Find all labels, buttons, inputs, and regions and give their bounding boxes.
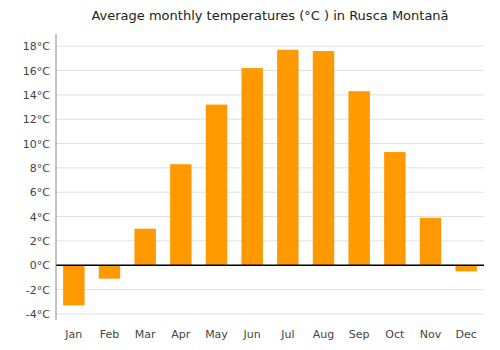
y-tick-label: -4°C — [26, 308, 50, 321]
bars — [63, 50, 477, 306]
bar — [420, 218, 441, 265]
chart-container: Average monthly temperatures (°C ) in Ru… — [0, 0, 500, 350]
x-tick-label: Sep — [349, 328, 370, 341]
y-tick-label: 6°C — [30, 186, 50, 199]
bar — [63, 265, 84, 305]
y-axis-ticks: -4°C -2°C 0°C 2°C 4°C 6°C 8°C 10°C 12°C 14°C 16°C 1… — [23, 40, 50, 321]
x-tick-label: Aug — [313, 328, 334, 341]
grid-line — [56, 119, 484, 120]
x-axis-labels: Jan Feb Mar Apr May Jun Jul Aug Sep Oct Nov Dec — [64, 328, 476, 341]
y-tick-label: 18°C — [23, 40, 50, 53]
grid-line — [56, 192, 484, 193]
bar — [206, 105, 227, 266]
grid-line — [56, 313, 484, 314]
grid-line — [56, 289, 484, 290]
y-tick-label: 0°C — [30, 259, 50, 272]
x-tick-label: Jul — [280, 328, 294, 341]
bar — [134, 229, 155, 266]
y-tick-label: 12°C — [23, 113, 50, 126]
grid-line — [56, 143, 484, 144]
grid — [56, 46, 484, 314]
y-tick-label: 10°C — [23, 138, 50, 151]
x-tick-label: Oct — [385, 328, 405, 341]
grid-line — [56, 265, 484, 266]
x-tick-label: May — [205, 328, 228, 341]
bar — [241, 68, 262, 265]
zero-line — [56, 264, 484, 266]
x-tick-label: Dec — [456, 328, 477, 341]
x-tick-label: Mar — [135, 328, 156, 341]
grid-line — [56, 167, 484, 168]
y-tick-label: 4°C — [30, 211, 50, 224]
grid-line — [56, 70, 484, 71]
x-tick-label: Jun — [243, 328, 261, 341]
x-tick-label: Feb — [100, 328, 119, 341]
x-tick-label: Jan — [64, 328, 82, 341]
y-tick-label: 8°C — [30, 162, 50, 175]
bar — [170, 164, 191, 265]
bar — [313, 51, 334, 265]
x-tick-label: Nov — [420, 328, 442, 341]
chart-svg: Average monthly temperatures (°C ) in Ru… — [0, 0, 500, 350]
y-tick-label: 2°C — [30, 235, 50, 248]
grid-line — [56, 46, 484, 47]
bar — [277, 50, 298, 265]
y-axis-line — [56, 34, 57, 320]
y-tick-label: 16°C — [23, 65, 50, 78]
bar — [348, 91, 369, 265]
bar — [384, 152, 405, 265]
bar — [99, 265, 120, 278]
y-tick-label: -2°C — [26, 284, 50, 297]
grid-line — [56, 94, 484, 95]
y-tick-label: 14°C — [23, 89, 50, 102]
bar — [455, 265, 476, 271]
chart-title: Average monthly temperatures (°C ) in Ru… — [91, 8, 448, 23]
x-tick-label: Apr — [171, 328, 191, 341]
grid-line — [56, 216, 484, 217]
